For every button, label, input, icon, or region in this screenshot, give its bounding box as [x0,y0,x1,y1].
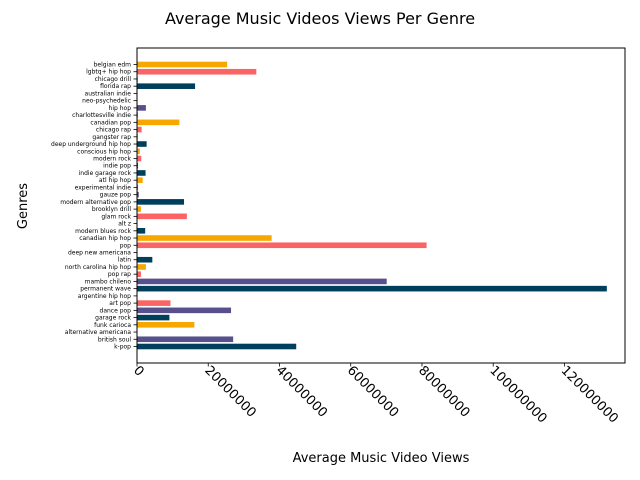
bar-lgbtq-hip-hop [137,68,257,75]
y-tick-label: chicago rap [96,127,131,134]
y-tick-label: conscious hip hop [77,148,131,155]
x-tick-label: 60000000 [344,363,401,420]
y-tick-label: glam rock [101,213,131,220]
bar-art-pop [137,300,171,306]
y-tick-label: gangster rap [92,134,131,141]
bar-canadian-pop [137,119,180,126]
bar-permanent-wave [137,285,607,292]
bar-canadian-hip-hop [137,235,272,241]
y-tick-label: permanent wave [80,286,131,293]
y-tick-label: pop rap [108,271,131,278]
bar-pop-rap [137,271,141,277]
y-tick-label: atl hip hop [99,177,131,184]
y-tick-label: k-pop [114,344,131,351]
bar-glam-rock [137,213,187,220]
bar-hip-hop [137,105,146,111]
y-tick-label: alt z [118,221,131,228]
bar-experimental-indie [137,184,139,191]
bar-british-soul [137,336,234,343]
bar-north-carolina-hip-hop [137,264,146,270]
x-tick-label: 0 [130,363,146,379]
y-tick-label: latin [118,257,131,264]
bar-modern-blues-rock [137,228,146,234]
bar-pop [137,242,427,249]
bar-deep-underground-hip-hop [137,141,147,147]
bar-funk-carioca [137,322,195,328]
y-tick-label: lgbtq+ hip hop [86,69,131,76]
y-tick-label: chicago drill [95,76,132,83]
y-tick-label: canadian pop [90,119,131,126]
y-tick-label: alternative americana [65,329,132,336]
y-tick-label: australian indie [85,90,132,97]
y-tick-label: modern blues rock [75,228,131,235]
y-tick-label: art pop [109,300,131,307]
bar-modern-rock [137,155,142,162]
y-tick-label: pop [120,242,131,249]
y-tick-label: modern rock [93,156,131,163]
y-tick-label: brooklyn drill [92,206,131,213]
y-axis-label: Genres [16,183,31,229]
y-tick-label: argentine hip hop [78,293,131,300]
x-ticks-group: 0 20000000 40000000 60000000 80000000 1000000… [130,363,621,426]
y-tick-label: indie garage rock [79,170,132,177]
x-tick-label: 120000000 [558,363,621,426]
chart-title: Average Music Videos Views Per Genre [165,9,475,28]
x-axis-label: Average Music Video Views [293,451,470,466]
y-tick-label: experimental indie [75,184,132,191]
bar-modern-alternative-pop [137,199,185,205]
bar-dance-pop [137,307,232,314]
bar-indie-pop [137,162,139,169]
y-tick-label: deep underground hip hop [51,141,131,148]
x-tick-label: 80000000 [415,363,472,420]
y-tick-label: deep new americana [68,250,131,257]
y-tick-label: funk carioca [94,322,131,329]
bar-garage-rock [137,314,170,321]
bar-indie-garage-rock [137,170,146,176]
plot-frame [136,47,626,364]
y-tick-label: charlottesville indie [72,112,131,119]
bar-k-pop [137,343,297,350]
bars-group [137,61,607,350]
y-tick-label: hip hop [109,105,132,112]
y-tick-label: neo-psychedelic [82,98,131,105]
y-tick-label: dance pop [100,307,132,314]
y-tick-label: mambo chileno [85,278,132,285]
bar-conscious-hip-hop [137,148,140,155]
y-tick-label: canadian hip hop [79,235,131,242]
x-tick-label: 20000000 [201,363,258,420]
bar-atl-hip-hop [137,177,143,183]
x-tick-label: 40000000 [273,363,330,420]
y-tick-label: belgian edm [94,62,132,69]
y-tick-label: florida rap [100,83,131,90]
bar-chicago-rap [137,126,142,133]
bar-mambo-chileno [137,278,387,285]
y-tick-label: modern alternative pop [60,199,131,206]
y-tick-label: north carolina hip hop [65,264,131,271]
y-tick-label: indie pop [103,163,131,170]
bar-brooklyn-drill [137,206,141,212]
bar-florida-rap [137,83,196,89]
bar-belgian-edm [137,61,228,68]
y-tick-label: garage rock [95,315,131,322]
y-tick-label: british soul [98,336,131,343]
y-tick-label: gauze pop [100,192,132,199]
bar-gauze-pop [137,191,139,198]
x-tick-label: 100000000 [486,363,549,426]
bar-latin [137,256,153,263]
